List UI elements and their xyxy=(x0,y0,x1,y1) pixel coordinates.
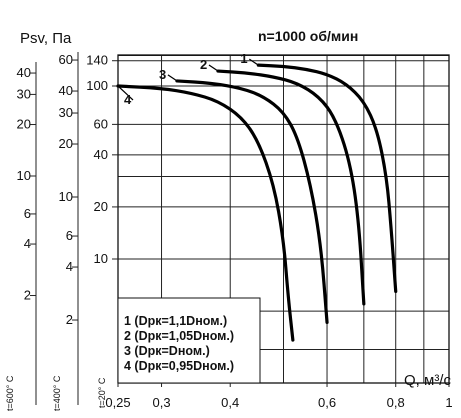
y-tick-label: 40 xyxy=(17,65,31,80)
y-tick-label: 100 xyxy=(86,78,108,93)
x-tick-label: 0,8 xyxy=(387,395,405,410)
curve-label: 4 xyxy=(124,92,132,107)
y-tick-label: 20 xyxy=(17,117,31,132)
y-axis-title: Psv, Па xyxy=(20,30,72,47)
axis-title-t600: t=600° С xyxy=(5,375,15,411)
y-tick-label: 4 xyxy=(24,236,31,251)
y-tick-label: 4 xyxy=(66,259,73,274)
legend-item-3: 3 (Dрк=Dном.) xyxy=(124,344,210,358)
chart-title: n=1000 об/мин xyxy=(258,28,358,44)
curve-1 xyxy=(256,63,398,293)
legend-box xyxy=(117,297,261,384)
curve-label-leader xyxy=(167,74,178,82)
curve-3 xyxy=(175,79,329,325)
y-tick-label: 20 xyxy=(94,199,108,214)
curve-2 xyxy=(216,69,366,306)
y-tick-label: 40 xyxy=(94,147,108,162)
x-tick-label: 1 xyxy=(445,395,452,410)
axis-title-t20: t=20° С xyxy=(97,377,107,408)
legend-item-4: 4 (Dрк=0,95Dном.) xyxy=(124,359,234,373)
x-tick-label: 0,4 xyxy=(221,395,239,410)
y-tick-label: 20 xyxy=(59,136,73,151)
curve-label: 3 xyxy=(159,67,166,82)
y-tick-label: 10 xyxy=(17,168,31,183)
y-tick-label: 6 xyxy=(24,206,31,221)
curve-label-leader xyxy=(208,64,219,72)
y-tick-label: 30 xyxy=(17,86,31,101)
x-tick-label: 0,3 xyxy=(152,395,170,410)
legend-item-1: 1 (Dрк=1,1Dном.) xyxy=(124,314,227,328)
y-tick-label: 6 xyxy=(66,228,73,243)
plot-frame xyxy=(117,54,450,384)
y-tick-label: 140 xyxy=(86,53,108,68)
legend-item-2: 2 (Dрк=1,05Dном.) xyxy=(124,329,234,343)
curve-label-leader xyxy=(249,58,259,66)
y-tick-label: 2 xyxy=(66,312,73,327)
y-tick-label: 10 xyxy=(59,189,73,204)
curve-label: 2 xyxy=(200,57,207,72)
curve-label-leader xyxy=(117,85,134,101)
y-tick-label: 2 xyxy=(24,288,31,303)
x-tick-label: 0,25 xyxy=(105,395,130,410)
x-tick-label: 0,6 xyxy=(318,395,336,410)
y-tick-label: 10 xyxy=(94,251,108,266)
y-tick-label: 30 xyxy=(59,105,73,120)
labels: 140 100 60 40 20 10 60 40 30 20 10 6 4 2 40 30 20 10 6 4 2 0,… xyxy=(17,51,453,410)
curve-4 xyxy=(116,84,295,342)
curve-label: 1 xyxy=(240,51,247,66)
axis-title-t400: t=400° С xyxy=(52,375,62,411)
y-tick-label: 60 xyxy=(59,52,73,67)
y-tick-label: 40 xyxy=(59,83,73,98)
x-axis-title: Q, м³/с xyxy=(404,372,451,389)
curves xyxy=(116,58,398,342)
y-tick-label: 60 xyxy=(94,116,108,131)
